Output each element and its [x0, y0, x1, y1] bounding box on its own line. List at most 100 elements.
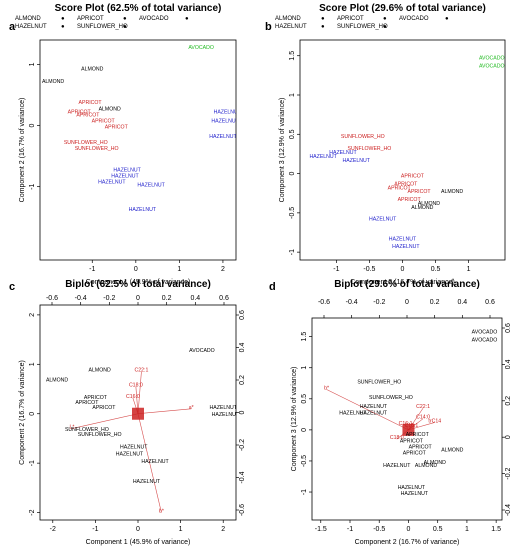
- point-label: HAZELNUT: [120, 444, 148, 450]
- y-tick-label: 0.5: [289, 129, 296, 139]
- plot-frame: [39, 39, 237, 261]
- data-layer: AVOCADOAVOCADOSUNFLOWER_HOSUNFLOWER_HOHA…: [309, 56, 504, 251]
- point-label: HAZELNUT: [360, 410, 388, 416]
- y-tick-label: -1: [29, 460, 36, 466]
- top-tick-label: 0.6: [219, 295, 229, 302]
- x-tick-label: 1: [467, 266, 471, 273]
- point-label: HAZELNUT: [212, 412, 240, 418]
- y-tick-label: -0.5: [289, 207, 296, 219]
- point-label: HAZELNUT: [389, 236, 417, 242]
- point-label: AVOCADO: [472, 330, 498, 336]
- right-tick-label: 0.6: [505, 323, 512, 333]
- loading-vector: [135, 386, 139, 414]
- loading-vector: [137, 413, 162, 513]
- legend-label: ALMOND: [15, 16, 41, 22]
- point-label: APRICOT: [84, 395, 108, 401]
- legend-marker: ●: [383, 16, 387, 22]
- panel-b: b Score Plot (29.6% of total variance) ALM…: [265, 3, 506, 286]
- loading-vector: [137, 371, 142, 414]
- point-label: APRICOT: [92, 405, 116, 411]
- point-label: HAZELNUT: [137, 183, 165, 189]
- y-axis-label: Component 2 (16.7% of variance): [19, 98, 26, 203]
- loading-label: C18:0: [390, 435, 404, 441]
- legend-marker: ●: [123, 16, 127, 22]
- point-label: SUNFLOWER_HO: [65, 427, 109, 433]
- x-tick-label: -0.5: [363, 266, 375, 273]
- legend-label: AVOCADO: [399, 16, 429, 22]
- loading-vector: [405, 424, 409, 431]
- right-tick-label: 0.4: [239, 343, 246, 353]
- point-label: HAZELNUT: [116, 452, 144, 458]
- point-label: HAZELNUT: [398, 485, 426, 491]
- x-axis-label: Component 2 (16.7% of variance): [355, 539, 460, 546]
- loading-label: C16:0: [126, 394, 140, 400]
- loading-vector: [408, 422, 435, 431]
- legend-label: AVOCADO: [139, 16, 169, 22]
- point-label: ALMOND: [441, 189, 463, 195]
- y-tick-label: 0: [289, 172, 296, 176]
- point-label: HAZELNUT: [133, 479, 161, 485]
- x-tick-label: 1.5: [491, 526, 501, 533]
- loading-vector: [71, 413, 139, 429]
- y-tick-label: 1: [29, 62, 36, 66]
- point-label: ALMOND: [411, 205, 433, 211]
- loading-label: C16:1: [399, 421, 413, 427]
- point-label: HAZELNUT: [383, 463, 411, 469]
- point-label: HAZELNUT: [111, 174, 139, 180]
- panel-a: a Score Plot (62.5% of total variance) ALM…: [9, 3, 242, 286]
- x-tick-label: 1: [465, 526, 469, 533]
- loading-vector: [396, 429, 409, 440]
- top-tick-label: 0.2: [162, 295, 172, 302]
- x-tick-label: -0.5: [373, 526, 385, 533]
- x-tick-label: 2: [221, 266, 225, 273]
- point-label: HAZELNUT: [210, 405, 238, 411]
- point-label: APRICOT: [403, 451, 427, 457]
- point-label: APRICOT: [401, 174, 425, 180]
- point-label: HAZELNUT: [329, 150, 357, 156]
- y-axis-label: Component 3 (12.9% of variance): [279, 98, 286, 203]
- legend-label: ALMOND: [275, 16, 301, 22]
- point-label: ALMOND: [441, 448, 463, 454]
- point-label: SUNFLOWER_HO: [78, 432, 122, 438]
- loading-label: trC14: [428, 418, 441, 424]
- loading-label: a*: [189, 405, 194, 411]
- point-label: APRICOT: [75, 400, 99, 406]
- point-label: SUNFLOWER_HO: [348, 146, 392, 152]
- legend-marker: ●: [445, 16, 449, 22]
- point-label: HAZELNUT: [309, 154, 337, 160]
- point-label: HAZELNUT: [141, 459, 169, 465]
- point-label: HAZELNUT: [98, 180, 126, 186]
- legend-label: HAZELNUT: [275, 24, 307, 30]
- point-label: HAZELNUT: [129, 207, 157, 213]
- y-tick-label: 2: [29, 313, 36, 317]
- x-tick-label: -1: [92, 526, 98, 533]
- legend-marker: ●: [61, 16, 65, 22]
- x-tick-label: -1: [89, 266, 95, 273]
- point-label: SUNFLOWER_HO: [341, 134, 385, 140]
- point-label: APRICOT: [76, 112, 100, 118]
- point-label: AVOCADO: [189, 348, 215, 354]
- top-tick-label: 0.6: [485, 299, 495, 306]
- y-tick-label: 1: [301, 366, 308, 370]
- point-label: HAZELNUT: [392, 244, 420, 250]
- loading-vector: [408, 407, 424, 431]
- x-tick-label: -1.5: [315, 526, 327, 533]
- chart-title: Biplot (62.5% of total variance): [65, 279, 211, 290]
- legend-label: SUNFLOWER_HO: [77, 24, 128, 30]
- y-tick-label: -1: [301, 489, 308, 495]
- point-label: HAZELNUT: [214, 109, 242, 115]
- point-label: APRICOT: [79, 100, 103, 106]
- loading-vector: [326, 389, 409, 431]
- top-tick-label: -0.4: [346, 299, 358, 306]
- y-tick-label: 0: [29, 124, 36, 128]
- x-tick-label: -1: [333, 266, 339, 273]
- data-layer: C22:1 C18:0 C16:0 a* L* b* ALMOND ALMOND APRICOT…: [46, 348, 240, 515]
- x-tick-label: 1: [179, 526, 183, 533]
- point-label: HAZELNUT: [369, 217, 397, 223]
- y-tick-label: 0: [301, 428, 308, 432]
- legend-label: APRICOT: [337, 16, 364, 22]
- right-tick-label: 0.2: [239, 375, 246, 385]
- chart-title: Score Plot (62.5% of total variance): [55, 3, 222, 14]
- x-axis-label: Component 1 (45.9% of variance): [86, 279, 191, 286]
